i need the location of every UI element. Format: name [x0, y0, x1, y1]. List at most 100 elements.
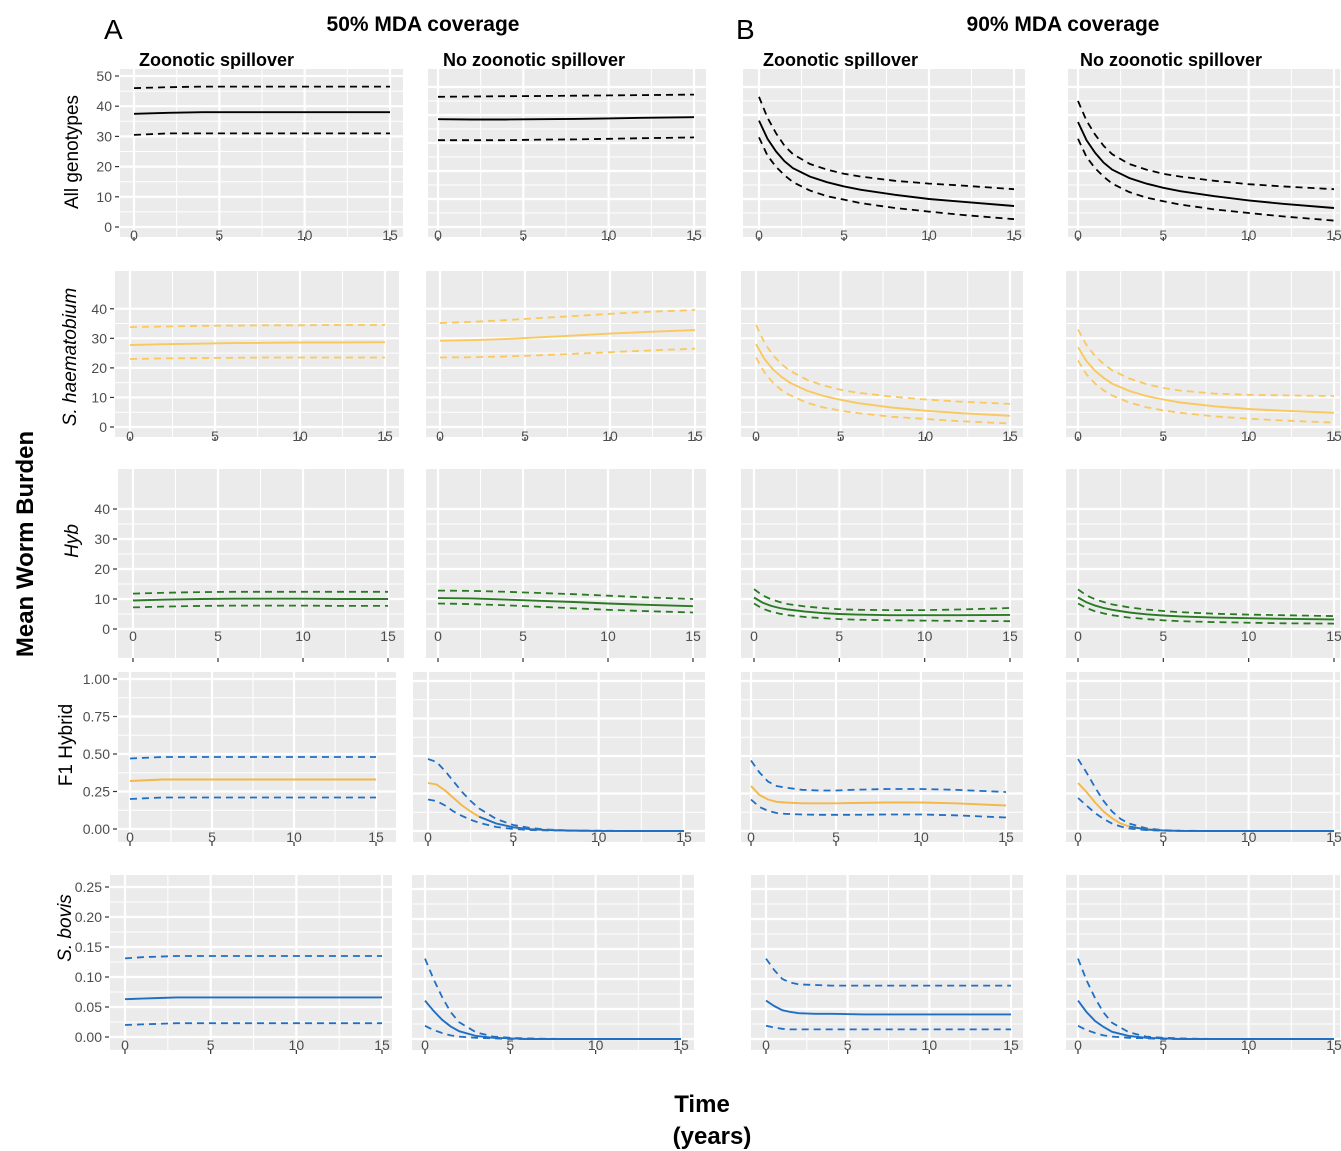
x-tick-label: 5	[519, 227, 527, 243]
y-tick-label: 40	[94, 501, 110, 517]
x-tick-label: 15	[1326, 628, 1341, 644]
facet-panel: 0 5 10 15	[741, 672, 1023, 846]
x-tick-label: 5	[1159, 1037, 1167, 1053]
x-tick-label: 15	[374, 1037, 390, 1053]
y-tick-label: 0.50	[83, 746, 110, 762]
mean-line	[129, 778, 376, 782]
x-tick-label: 5	[835, 628, 843, 644]
facet-panel: 0 5 10 15	[1066, 271, 1341, 444]
panel-background	[428, 69, 706, 237]
facet-panel: 0 5 10 15	[1066, 672, 1341, 846]
mean-line	[124, 996, 382, 1001]
facet-panel: 0.00 0.05 0.10 0.15 0.20 0.25 0 5 10 15	[75, 875, 392, 1054]
strip-title-90-no-zoonotic: No zoonotic spillover	[1080, 50, 1262, 70]
x-tick-label: 10	[289, 1037, 305, 1053]
upper-bound-line	[758, 96, 1015, 191]
x-tick-label: 0	[1074, 1037, 1082, 1053]
x-tick-label: 0	[126, 829, 134, 845]
x-tick-label: 15	[686, 227, 702, 243]
row-label-f1-hybrid: F1 Hybrid	[56, 704, 77, 786]
panel-background	[1066, 271, 1340, 437]
facet-panel: 0 5 10 15	[426, 271, 706, 444]
x-tick-label: 5	[215, 227, 223, 243]
mean-line	[439, 329, 696, 342]
x-tick-label: 15	[377, 428, 393, 444]
upper-bound-line	[132, 590, 388, 595]
mean-line-tail	[478, 815, 684, 832]
x-tick-label: 10	[922, 1037, 938, 1053]
x-tick-label: 15	[380, 628, 396, 644]
lower-bound-line	[129, 796, 376, 800]
facet-panel: 0 5 10 15	[1066, 469, 1341, 662]
x-tick-label: 10	[591, 829, 607, 845]
y-tick-label: 10	[94, 591, 110, 607]
upper-bound-line	[439, 309, 696, 324]
x-tick-label: 15	[1003, 1037, 1019, 1053]
x-tick-label: 15	[687, 428, 703, 444]
x-tick-label: 0	[434, 227, 442, 243]
x-tick-label: 10	[913, 829, 929, 845]
strip-title-50-zoonotic: Zoonotic spillover	[139, 50, 294, 70]
facet-panel: 0 10 20 30 40 50 0 5 10 15	[96, 68, 403, 243]
mean-line	[765, 999, 1011, 1016]
mean-line	[1077, 121, 1335, 209]
x-tick-label: 15	[368, 829, 384, 845]
x-tick-label: 0	[121, 1037, 129, 1053]
y-tick-label: 0.15	[75, 939, 102, 955]
x-tick-label: 0	[762, 1037, 770, 1053]
upper-bound-line	[750, 759, 1007, 793]
upper-bound-line	[133, 85, 390, 89]
lower-bound-line	[1077, 602, 1335, 625]
y-tick-label: 40	[96, 98, 112, 114]
mean-line	[753, 596, 1011, 617]
y-tick-label: 30	[91, 330, 107, 346]
x-tick-label: 10	[917, 628, 933, 644]
x-tick-label: 10	[295, 628, 311, 644]
mean-line	[1077, 1000, 1334, 1040]
x-tick-label: 5	[844, 1037, 852, 1053]
y-tick-label: 0	[102, 621, 110, 637]
y-tick-label: 30	[94, 531, 110, 547]
lower-bound-line	[427, 798, 684, 832]
panel-background	[1066, 469, 1340, 658]
facet-panel: 0 5 10 15	[413, 672, 705, 846]
upper-bound-line	[753, 588, 1011, 611]
x-tick-label: 10	[1241, 428, 1257, 444]
x-tick-label: 10	[297, 227, 313, 243]
x-tick-label: 0	[747, 829, 755, 845]
x-tick-label: 10	[1241, 829, 1257, 845]
upper-bound-line	[437, 589, 694, 600]
x-tick-label: 0	[750, 628, 758, 644]
x-tick-label: 5	[1159, 227, 1167, 243]
lower-bound-line	[437, 602, 694, 614]
x-tick-label: 5	[840, 227, 848, 243]
x-tick-label: 0	[434, 628, 442, 644]
mean-line	[1077, 346, 1335, 414]
x-tick-label: 5	[1159, 829, 1167, 845]
row-label-hyb: Hyb	[62, 524, 83, 558]
mean-line	[755, 343, 1011, 417]
x-tick-label: 10	[921, 227, 937, 243]
y-tick-label: 0	[99, 419, 107, 435]
panel-letter-b: B	[736, 14, 755, 45]
facet-panel: 0 5 10 15	[1066, 875, 1341, 1054]
y-tick-label: 50	[96, 68, 112, 84]
lower-bound-line	[755, 357, 1011, 425]
facet-panel: 0 5 10 15	[426, 469, 706, 662]
x-tick-label: 0	[755, 227, 763, 243]
mean-line	[437, 116, 695, 121]
x-tick-label: 15	[676, 829, 692, 845]
x-tick-label: 10	[286, 829, 302, 845]
upper-bound-line	[129, 756, 376, 760]
x-tick-label: 0	[1074, 428, 1082, 444]
panel-background	[743, 69, 1025, 237]
y-tick-label: 30	[96, 128, 112, 144]
upper-bound-line	[1077, 100, 1335, 191]
facet-panel: 0 5 10 15	[741, 469, 1023, 662]
x-tick-label: 0	[126, 428, 134, 444]
x-tick-label: 15	[1326, 829, 1341, 845]
x-tick-label: 10	[600, 628, 616, 644]
x-tick-label: 0	[1074, 227, 1082, 243]
x-tick-label: 10	[1241, 1037, 1257, 1053]
